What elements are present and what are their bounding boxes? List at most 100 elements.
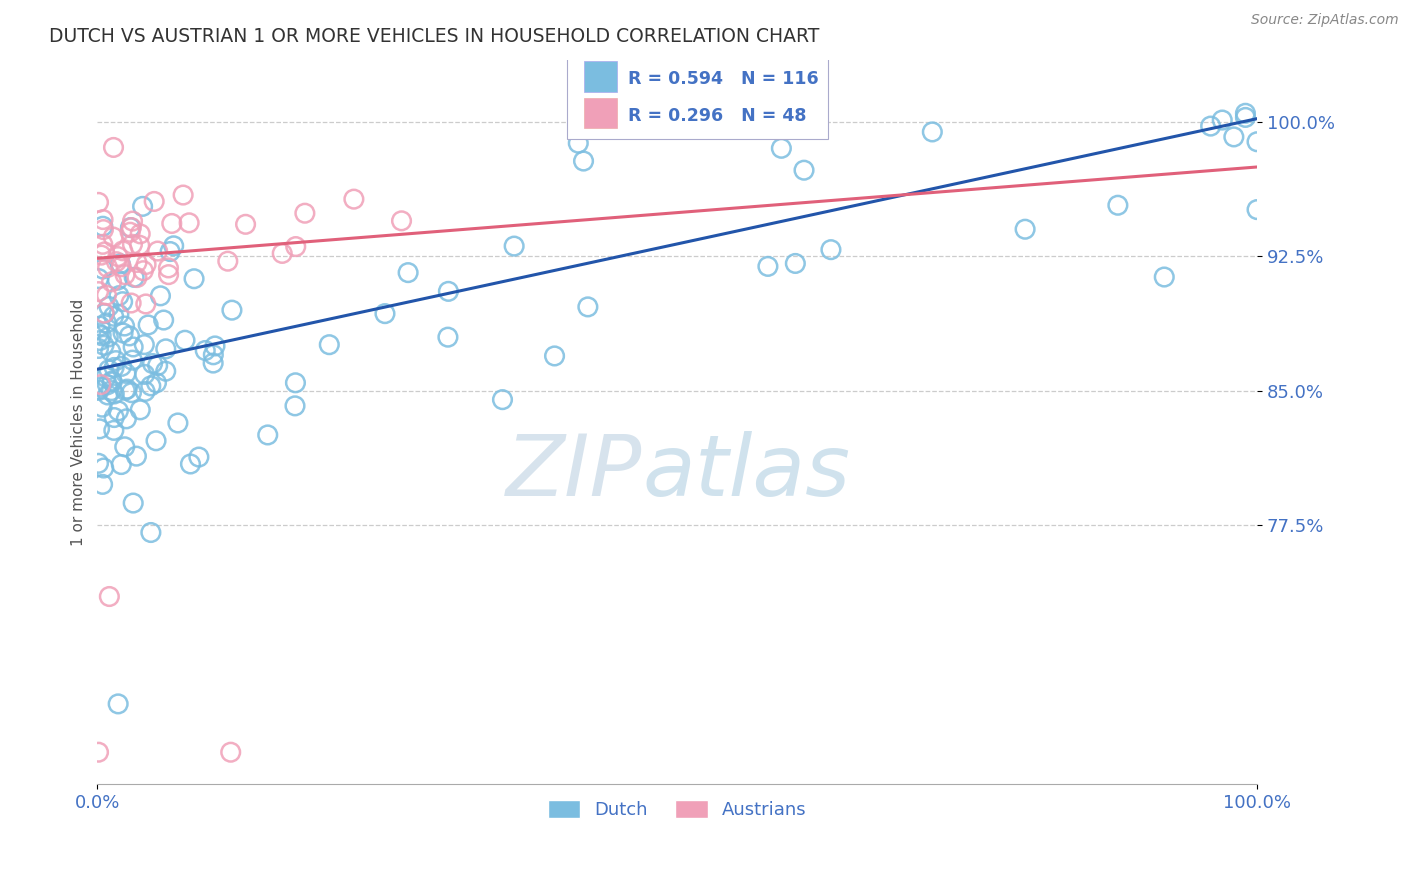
Point (91, 237, 114, 252)
Point (89, 319, 111, 334)
Point (159, 244, 181, 259)
Bar (585, 97, 617, 128)
Point (221, 303, 243, 318)
Point (135, 297, 157, 311)
Point (89, 384, 111, 398)
Point (576, 300, 599, 314)
Point (97, 362, 120, 376)
Y-axis label: 1 or more Vehicles in Household: 1 or more Vehicles in Household (72, 299, 86, 546)
Text: R = 0.594   N = 116: R = 0.594 N = 116 (628, 70, 820, 88)
Point (93, 461, 115, 475)
Point (294, 206, 316, 220)
Point (105, 254, 128, 268)
Point (100, 344, 122, 359)
Point (87, 456, 110, 470)
Point (785, 256, 807, 270)
Point (437, 285, 460, 299)
Point (567, 136, 589, 150)
Point (107, 250, 129, 264)
Point (94, 370, 117, 384)
Point (115, 412, 138, 426)
Point (194, 343, 217, 358)
Point (90, 380, 112, 394)
Point (139, 525, 162, 540)
Point (120, 385, 142, 400)
Point (96, 288, 118, 302)
Point (93, 306, 115, 320)
Point (135, 258, 157, 272)
Point (219, 745, 242, 759)
Point (256, 428, 278, 442)
Point (90, 248, 112, 262)
Point (121, 214, 143, 228)
Point (160, 217, 183, 231)
Point (111, 294, 134, 309)
Point (125, 449, 148, 463)
Point (503, 239, 526, 253)
Point (271, 246, 294, 260)
Point (134, 337, 156, 351)
Point (110, 257, 132, 271)
Point (97, 300, 120, 314)
Point (770, 141, 793, 155)
Point (146, 244, 169, 258)
Point (143, 194, 166, 209)
Point (87, 195, 110, 210)
Point (93, 222, 115, 236)
Point (89, 334, 111, 348)
Point (1234, 111, 1257, 125)
Point (107, 404, 129, 418)
Point (131, 199, 153, 213)
Point (145, 376, 167, 390)
Point (120, 225, 142, 239)
Point (122, 496, 145, 510)
Point (103, 423, 125, 437)
Point (120, 296, 142, 310)
Point (120, 220, 142, 235)
Point (97, 260, 120, 275)
Point (91, 477, 114, 491)
Point (87, 745, 110, 759)
Point (100, 275, 122, 289)
Point (136, 318, 159, 332)
Point (793, 163, 815, 178)
Point (121, 237, 143, 252)
Point (91, 262, 114, 277)
Point (756, 260, 779, 274)
Point (1246, 135, 1268, 149)
Point (921, 125, 943, 139)
Point (134, 368, 156, 382)
Point (87, 285, 110, 299)
Point (149, 289, 172, 303)
Point (284, 239, 307, 253)
Point (91, 212, 114, 227)
Point (103, 410, 125, 425)
Bar (585, 62, 617, 92)
Point (146, 359, 169, 373)
Point (101, 374, 124, 388)
Point (437, 330, 460, 344)
Point (172, 188, 194, 202)
Point (163, 239, 186, 253)
Point (374, 307, 396, 321)
Text: ZIP: ZIP (506, 431, 643, 515)
Point (122, 270, 145, 285)
Text: DUTCH VS AUSTRIAN 1 OR MORE VEHICLES IN HOUSEHOLD CORRELATION CHART: DUTCH VS AUSTRIAN 1 OR MORE VEHICLES IN … (49, 27, 820, 45)
Text: atlas: atlas (643, 431, 851, 515)
Point (89, 422, 111, 436)
Point (141, 357, 163, 371)
Point (134, 384, 156, 399)
Point (118, 329, 141, 343)
Point (121, 353, 143, 368)
Point (110, 359, 132, 374)
Point (87, 342, 110, 356)
Point (87, 326, 110, 341)
Point (543, 349, 565, 363)
Point (284, 376, 307, 390)
Point (820, 243, 842, 257)
Point (108, 308, 131, 322)
Point (93, 244, 115, 259)
Point (112, 326, 135, 340)
Point (96, 377, 118, 392)
Point (107, 273, 129, 287)
